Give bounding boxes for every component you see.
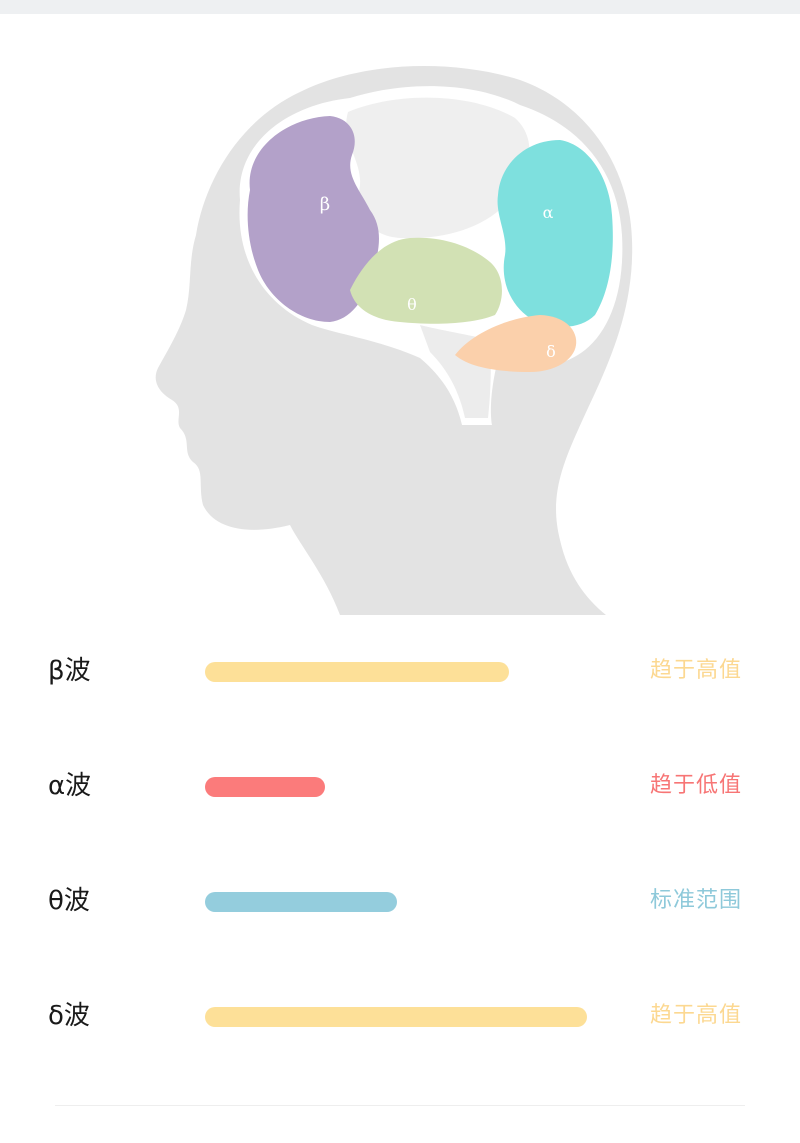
wave-level-bar bbox=[205, 892, 397, 912]
wave-label: β波 bbox=[48, 656, 91, 686]
top-status-strip bbox=[0, 0, 800, 14]
wave-label: θ波 bbox=[48, 886, 90, 916]
delta-symbol: δ bbox=[546, 342, 556, 361]
wave-row-theta: θ波 标准范围 bbox=[0, 845, 800, 960]
wave-row-delta: δ波 趋于高值 bbox=[0, 960, 800, 1075]
wave-row-beta: β波 趋于高值 bbox=[0, 615, 800, 730]
wave-label: δ波 bbox=[48, 1001, 90, 1031]
brain-diagram: β α θ δ bbox=[155, 66, 633, 616]
wave-level-track bbox=[205, 662, 605, 682]
beta-symbol: β bbox=[320, 194, 330, 215]
wave-level-bar bbox=[205, 662, 509, 682]
wave-level-bar bbox=[205, 1007, 587, 1027]
alpha-region bbox=[497, 140, 613, 327]
wave-level-bar bbox=[205, 777, 325, 797]
wave-level-track bbox=[205, 892, 605, 912]
wave-level-track bbox=[205, 777, 605, 797]
beta-region bbox=[247, 116, 379, 322]
wave-status: 趋于低值 bbox=[649, 773, 742, 798]
wave-list: β波 趋于高值 α波 趋于低值 θ波 标准范围 δ波 趋于高值 bbox=[0, 615, 800, 1075]
wave-label: α波 bbox=[48, 771, 92, 801]
theta-region bbox=[350, 237, 502, 324]
wave-status: 标准范围 bbox=[649, 888, 742, 913]
alpha-symbol: α bbox=[543, 203, 554, 222]
wave-level-track bbox=[205, 1007, 605, 1027]
wave-row-alpha: α波 趋于低值 bbox=[0, 730, 800, 845]
delta-region bbox=[455, 315, 577, 372]
wave-status: 趋于高值 bbox=[649, 1003, 742, 1028]
bottom-divider bbox=[55, 1105, 745, 1106]
cortex-region bbox=[346, 97, 530, 239]
wave-status: 趋于高值 bbox=[649, 658, 742, 683]
theta-symbol: θ bbox=[407, 295, 417, 314]
